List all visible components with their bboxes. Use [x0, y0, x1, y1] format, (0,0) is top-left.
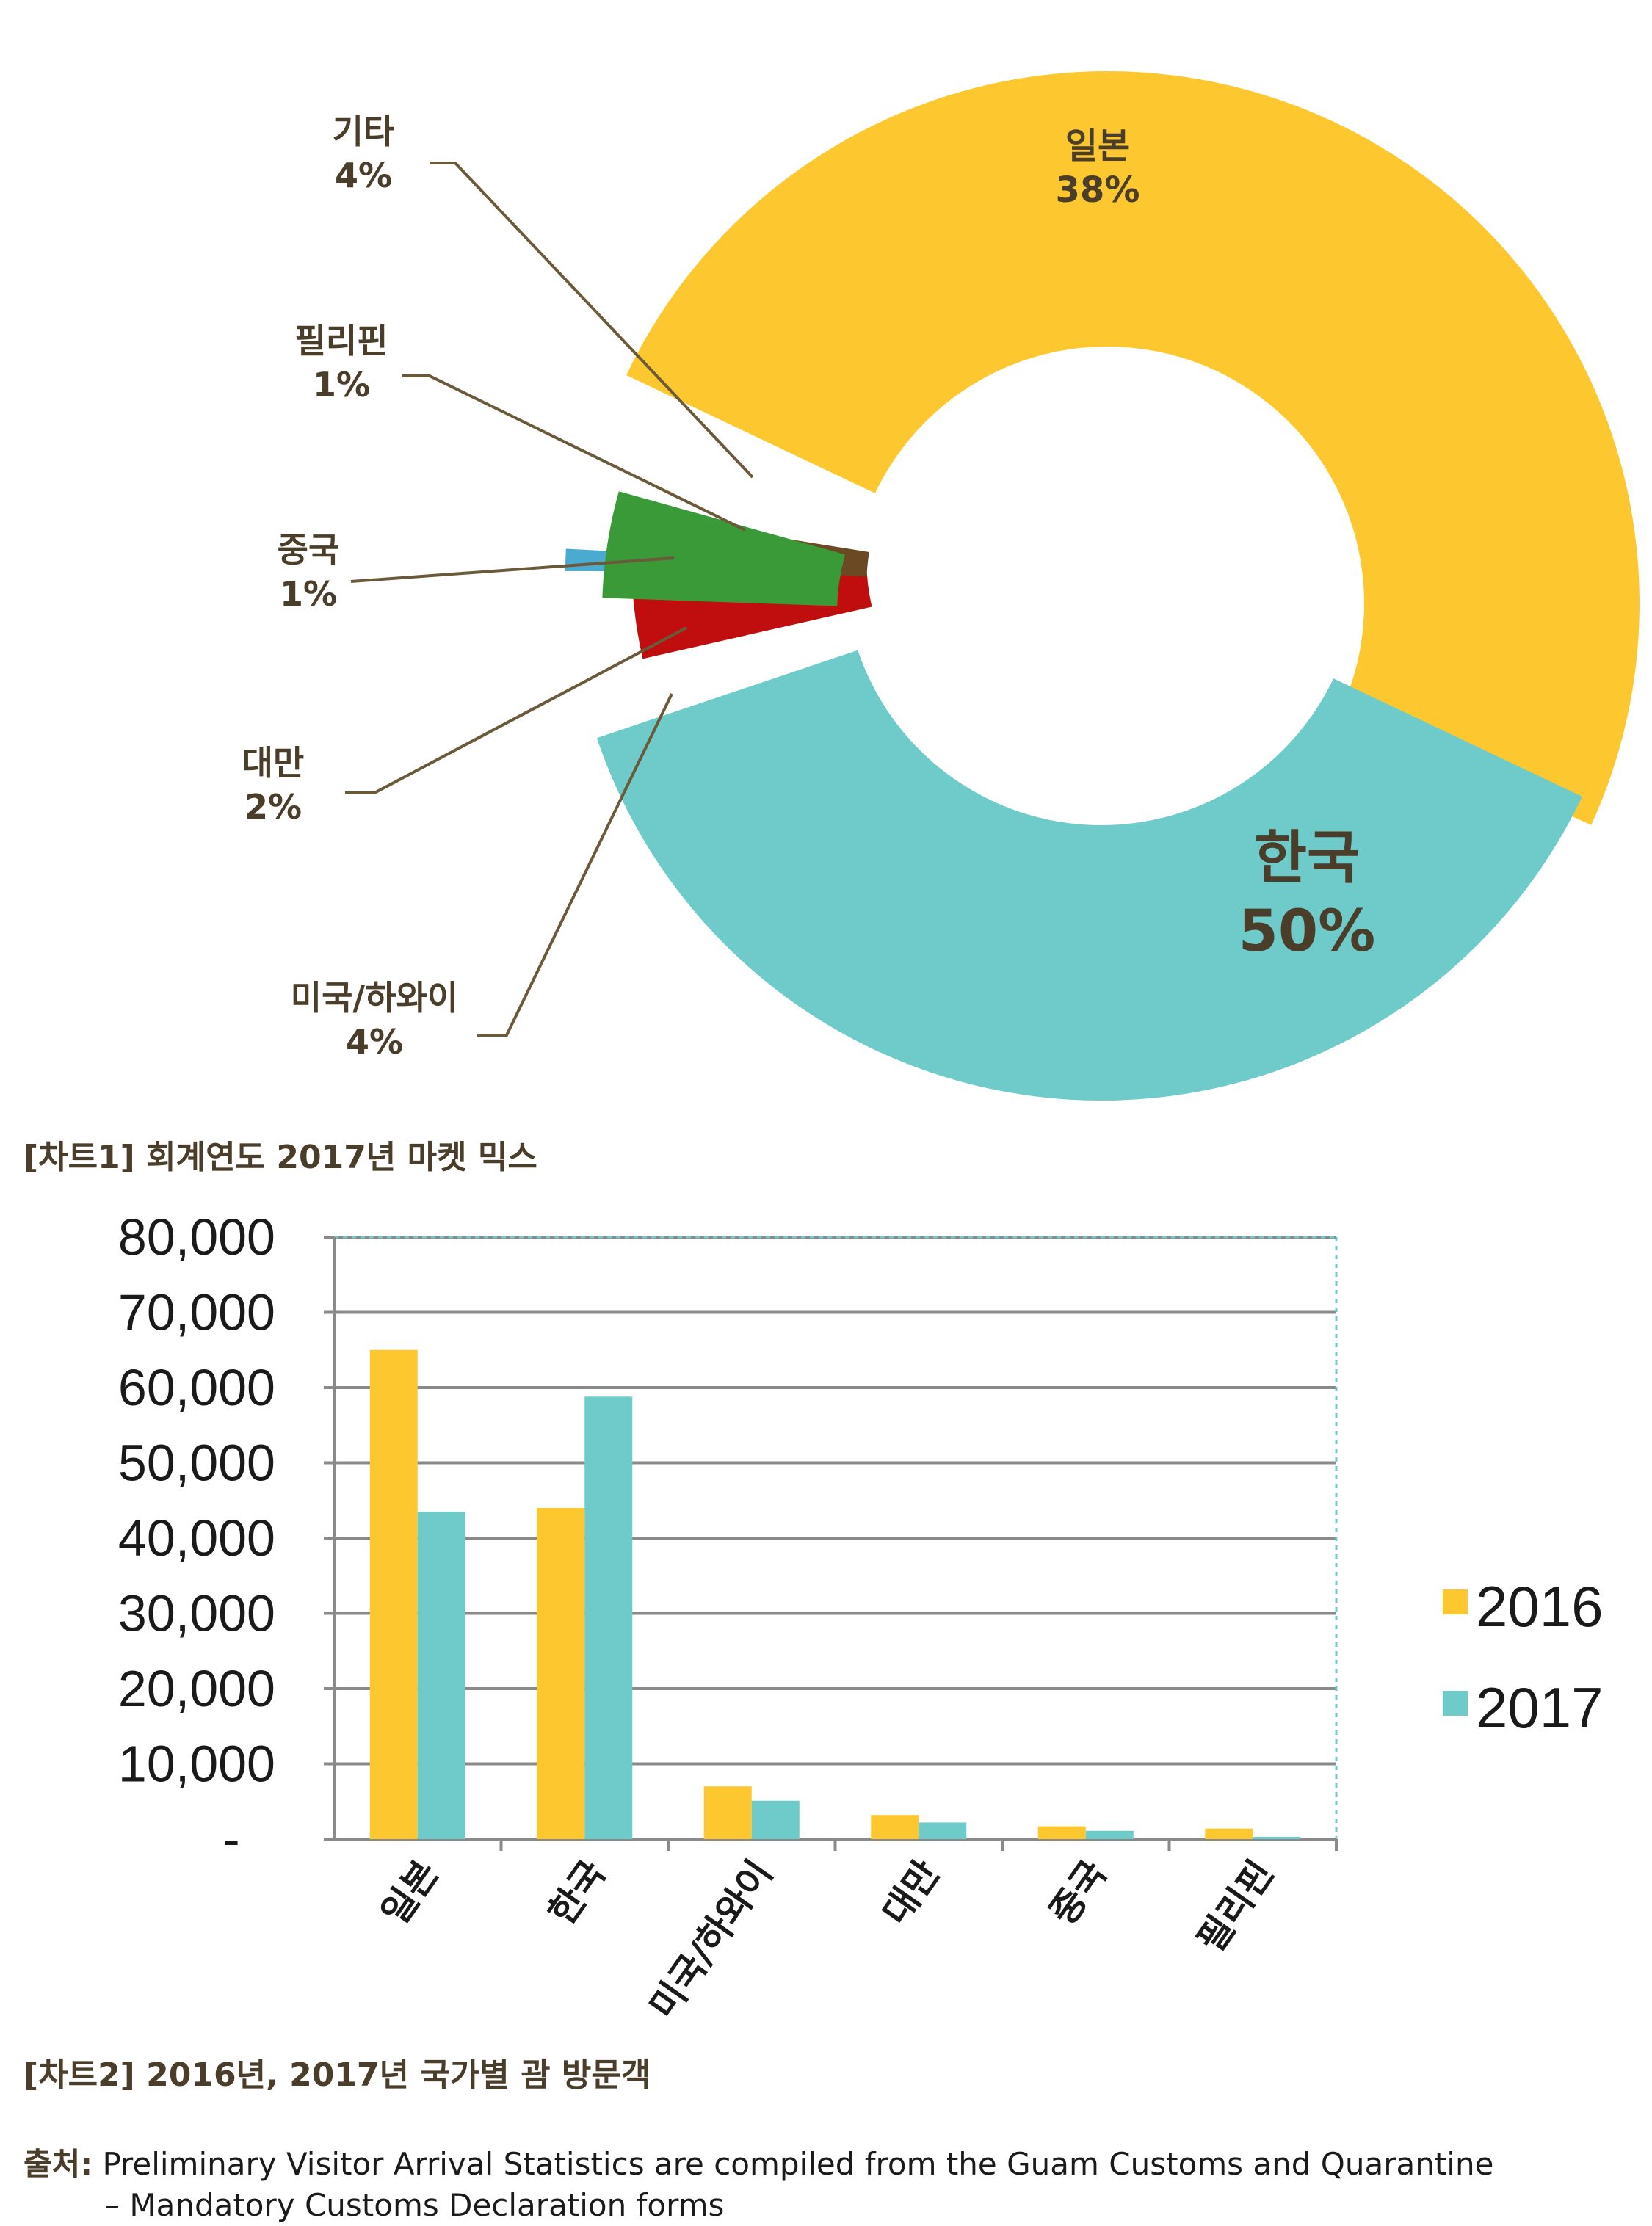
- x-tick-label-일본: 일본: [373, 1853, 446, 1933]
- y-tick-label: 70,000: [118, 1284, 275, 1341]
- slice-value-중국: 1%: [280, 574, 337, 614]
- source-note: 출처: Preliminary Visitor Arrival Statisti…: [23, 2144, 1639, 2226]
- bar-2016-미국-하와이: [703, 1786, 752, 1839]
- slice-value-한국: 50%: [1239, 899, 1376, 965]
- slice-label-일본: 일본: [1065, 126, 1130, 167]
- legend-label-2017: 2017: [1476, 1675, 1604, 1740]
- bar-2017-일본: [417, 1512, 465, 1839]
- bar-chart: - 10,000 20,000 30,000 40,000 50,000 60,000 70,…: [118, 1208, 1604, 2027]
- leader-line-대만: [345, 626, 687, 794]
- leader-line-필리핀: [402, 374, 746, 532]
- donut-slice-일본: [596, 650, 1582, 1101]
- legend-label-2016: 2016: [1476, 1574, 1604, 1639]
- y-tick-label: 10,000: [118, 1736, 275, 1793]
- y-tick-label: 40,000: [118, 1509, 275, 1567]
- chart1-caption: [차트1] 회계연도 2017년 마켓 믹스: [23, 1139, 537, 1176]
- slice-value-일본: 38%: [1056, 170, 1140, 211]
- y-tick-label: 80,000: [118, 1208, 275, 1266]
- bar-2016-필리핀: [1205, 1828, 1253, 1839]
- leader-line-기타: [430, 162, 754, 479]
- x-tick-label-대만: 대만: [874, 1853, 948, 1933]
- bar-2016-한국: [537, 1508, 585, 1839]
- legend-swatch-2017: [1443, 1691, 1468, 1716]
- y-tick-label: 50,000: [118, 1435, 275, 1492]
- y-tick-label: 60,000: [118, 1359, 275, 1416]
- slice-value-기타: 4%: [335, 156, 392, 195]
- slice-label-대만: 대만: [242, 743, 305, 783]
- bar-2016-일본: [369, 1349, 418, 1839]
- slice-value-대만: 2%: [244, 787, 302, 827]
- bar-2017-대만: [919, 1822, 967, 1839]
- y-tick-label: -: [222, 1810, 239, 1868]
- x-tick-label-미국-하와이: 미국/하와이: [642, 1853, 781, 2027]
- donut-slice-한국: [626, 70, 1640, 825]
- y-tick-label: 30,000: [118, 1585, 275, 1642]
- bar-2017-미국-하와이: [751, 1800, 800, 1839]
- donut-slice-미국-하와이: [602, 491, 846, 606]
- leader-line-미국-하와이: [477, 693, 673, 1037]
- x-tick-label-한국: 한국: [540, 1853, 614, 1933]
- slice-value-필리핀: 1%: [313, 365, 370, 405]
- legend-swatch-2016: [1443, 1589, 1468, 1614]
- slice-value-미국-하와이: 4%: [346, 1022, 403, 1062]
- bar-2017-필리핀: [1253, 1836, 1301, 1839]
- slice-label-기타: 기타: [333, 112, 395, 151]
- slice-label-필리핀: 필리핀: [295, 321, 388, 360]
- y-tick-label: 20,000: [118, 1660, 275, 1717]
- x-tick-label-중국: 중국: [1041, 1853, 1115, 1933]
- slice-label-미국-하와이: 미국/하와이: [291, 978, 458, 1018]
- bar-2016-중국: [1037, 1826, 1086, 1839]
- leader-line-중국: [350, 556, 675, 583]
- chart2-caption: [차트2] 2016년, 2017년 국가별 괌 방문객: [23, 2056, 651, 2094]
- bar-2016-대만: [871, 1815, 919, 1839]
- source-line-2: – Mandatory Customs Declaration forms: [104, 2187, 725, 2223]
- slice-label-한국: 한국: [1254, 825, 1360, 891]
- x-tick-label-필리핀: 필리핀: [1189, 1853, 1282, 1960]
- bar-2017-한국: [584, 1396, 633, 1839]
- bar-2017-중국: [1085, 1830, 1134, 1839]
- source-line-1: Preliminary Visitor Arrival Statistics a…: [102, 2146, 1494, 2182]
- slice-label-중국: 중국: [278, 530, 340, 570]
- source-label: 출처:: [23, 2146, 93, 2182]
